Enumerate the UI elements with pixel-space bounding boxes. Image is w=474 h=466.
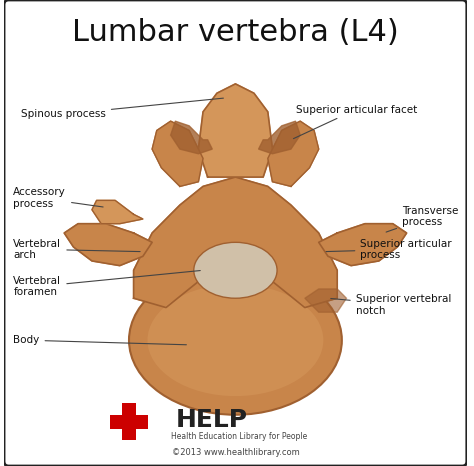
Polygon shape bbox=[268, 121, 319, 186]
Bar bbox=[110, 415, 147, 429]
Polygon shape bbox=[171, 121, 212, 154]
Ellipse shape bbox=[147, 284, 323, 396]
Text: Body: Body bbox=[13, 335, 186, 345]
Text: Superior articular facet: Superior articular facet bbox=[293, 104, 417, 138]
Text: Health Education Library for People: Health Education Library for People bbox=[171, 432, 307, 441]
FancyBboxPatch shape bbox=[4, 0, 467, 466]
Text: HELP: HELP bbox=[175, 408, 247, 432]
Polygon shape bbox=[305, 289, 346, 312]
Text: Vertebral
arch: Vertebral arch bbox=[13, 239, 140, 260]
Text: Superior vertebral
notch: Superior vertebral notch bbox=[331, 295, 451, 316]
Text: Accessory
process: Accessory process bbox=[13, 187, 103, 209]
Text: Superior articular
process: Superior articular process bbox=[326, 239, 452, 260]
Polygon shape bbox=[319, 224, 407, 266]
Ellipse shape bbox=[129, 266, 342, 415]
Ellipse shape bbox=[194, 242, 277, 298]
Text: Transverse
process: Transverse process bbox=[386, 206, 458, 232]
Polygon shape bbox=[258, 121, 300, 154]
Bar bbox=[122, 403, 136, 440]
Polygon shape bbox=[64, 224, 152, 266]
Text: Lumbar vertebra (L4): Lumbar vertebra (L4) bbox=[72, 18, 399, 47]
Polygon shape bbox=[152, 121, 203, 186]
Text: Spinous process: Spinous process bbox=[21, 98, 223, 119]
Text: Vertebral
foramen: Vertebral foramen bbox=[13, 271, 201, 297]
Text: ©2013 www.healthlibrary.com: ©2013 www.healthlibrary.com bbox=[172, 447, 299, 457]
Polygon shape bbox=[134, 177, 337, 308]
Polygon shape bbox=[199, 84, 273, 177]
Polygon shape bbox=[92, 200, 143, 224]
